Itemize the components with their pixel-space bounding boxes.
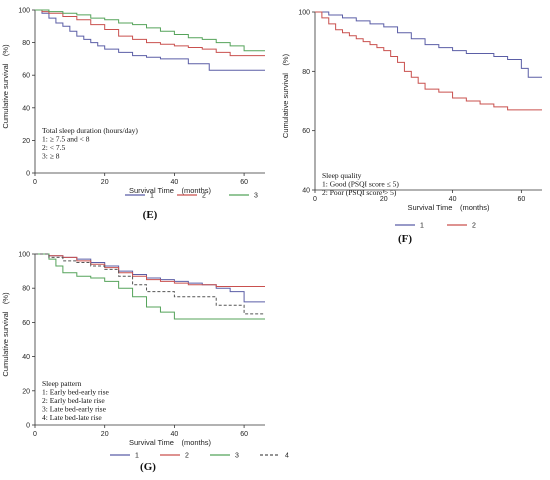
x-tick-label: 60 [240,179,248,186]
annotation-line: 1: Early bed-early rise [42,388,110,397]
panel-label: (F) [398,233,412,245]
y-axis-label: Cumulative survival (%) [1,44,10,129]
annotation-line: 2: Poor (PSQI score > 5) [322,188,397,197]
annotation-line: Sleep quality [322,171,362,180]
y-axis-label: Cumulative survival (%) [281,53,290,138]
x-tick-label: 20 [101,179,109,186]
series-line-2 [35,9,265,57]
annotation-line: 1: Good (PSQI score ≤ 5) [322,180,399,189]
annotation-line: 1: ≥ 7.5 and < 8 [42,135,90,144]
x-tick-label: 60 [240,431,248,438]
x-tick-label: 40 [170,179,178,186]
panel-label: (E) [143,209,158,221]
chart-panel-1: 0 20 40 60 80 100 0 20 40 60 Survival Time (months… [1,8,265,221]
legend-label: 1 [135,453,139,460]
x-axis-label: Survival Time (months) [129,186,212,195]
legend-label: 2 [185,453,189,460]
x-axis-label: Survival Time (months) [407,203,490,212]
x-tick-label: 0 [33,179,37,186]
panel-label: (G) [140,461,156,473]
x-tick-label: 0 [313,196,317,203]
y-tick-label: 100 [18,8,30,15]
annotation-line: Sleep pattern [42,379,82,388]
y-tick-label: 40 [302,188,310,195]
y-tick-label: 60 [302,128,310,135]
y-tick-label: 80 [302,69,310,76]
y-tick-label: 0 [26,171,30,178]
y-tick-label: 40 [22,354,30,361]
x-tick-label: 40 [449,196,457,203]
y-tick-label: 60 [22,73,30,80]
y-axis-label: Cumulative survival (%) [1,292,10,377]
chart-panel-3: 0 20 40 60 80 100 0 20 40 60 Survival Time (months… [1,252,289,474]
x-tick-label: 0 [33,431,37,438]
series-line-2 [315,11,542,111]
x-tick-label: 60 [517,196,525,203]
legend-label: 3 [235,453,239,460]
y-tick-label: 20 [22,388,30,395]
x-tick-label: 40 [170,431,178,438]
annotation-line: 4: Late bed-late rise [42,413,102,422]
series-line-4 [35,253,265,315]
legend-label: 2 [472,223,476,230]
y-tick-label: 100 [298,10,310,17]
x-axis-label: Survival Time (months) [129,438,212,447]
y-tick-label: 20 [22,138,30,145]
legend-label: 1 [420,223,424,230]
series-line-1 [315,11,542,78]
y-tick-label: 100 [18,252,30,259]
y-tick-label: 60 [22,320,30,327]
x-tick-label: 20 [101,431,109,438]
series-line-3 [35,9,265,52]
legend-label: 2 [202,193,206,200]
legend-label: 3 [254,193,258,200]
annotation-line: 2: Early bed-late rise [42,396,105,405]
x-tick-label: 20 [380,196,388,203]
series-line-2 [35,253,265,287]
y-tick-label: 80 [22,286,30,293]
annotation-line: Total sleep duration (hours/day) [42,126,138,135]
y-tick-label: 40 [22,105,30,112]
legend-label: 4 [285,453,289,460]
y-tick-label: 0 [26,423,30,430]
legend-label: 1 [150,193,154,200]
annotation-line: 3: ≥ 8 [42,152,60,161]
series-line-1 [35,9,265,71]
y-tick-label: 80 [22,40,30,47]
annotation-line: 3: Late bed-early rise [42,405,107,414]
series-line-3 [35,253,265,320]
annotation-line: 2: < 7.5 [42,143,65,152]
chart-panel-2: 40 60 80 100 0 20 40 60 Survival Time (months) Cu… [281,10,542,245]
